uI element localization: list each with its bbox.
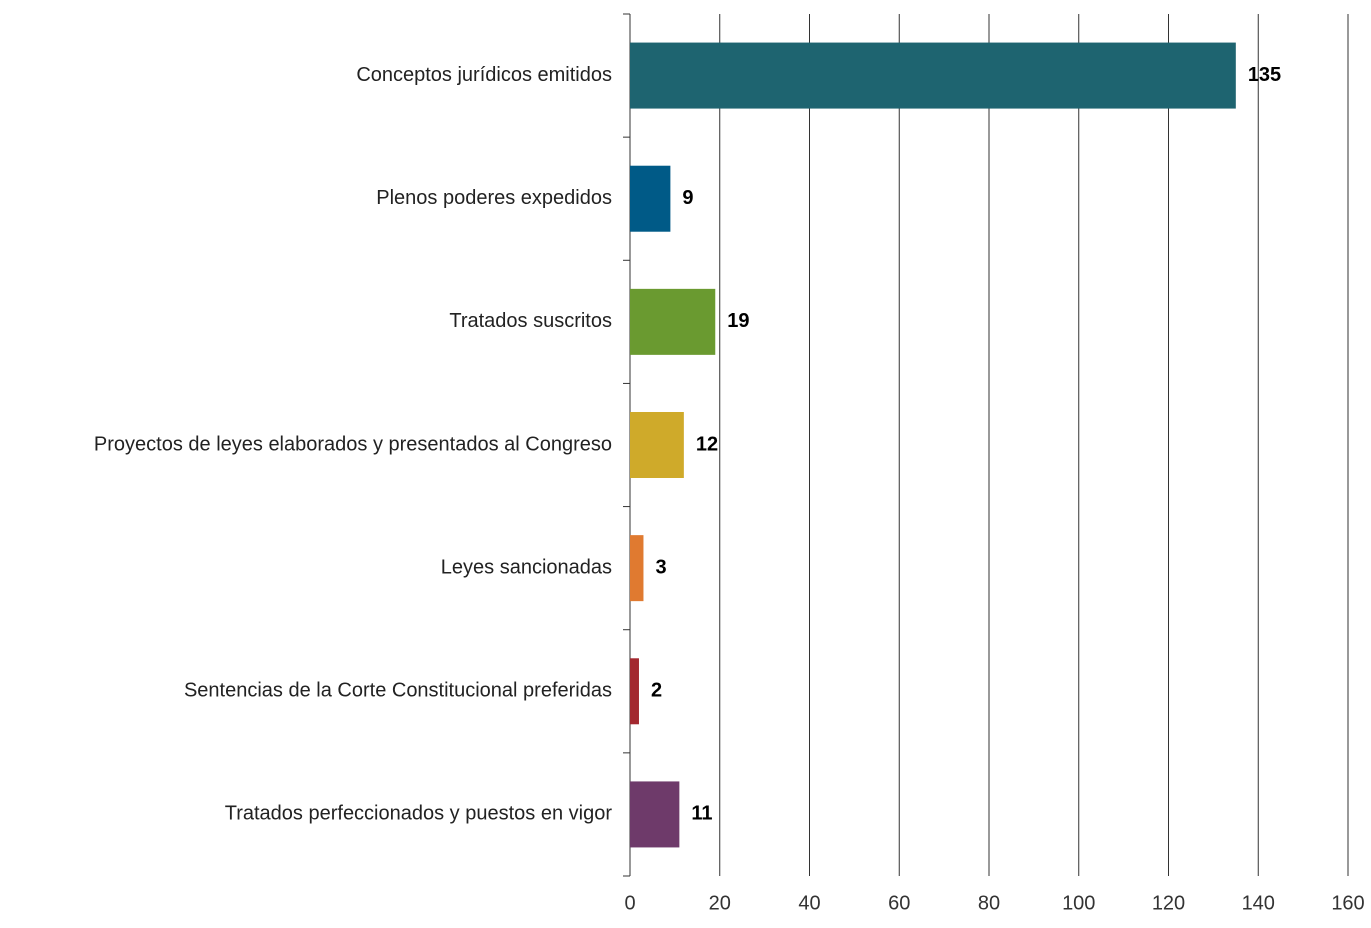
bar <box>630 781 680 848</box>
bar <box>630 658 639 725</box>
data-label: 19 <box>727 310 749 332</box>
y-tick-label: Leyes sancionadas <box>441 556 612 578</box>
bar <box>630 535 644 602</box>
bar <box>630 288 716 355</box>
y-tick-label: Sentencias de la Corte Constitucional pr… <box>184 680 612 702</box>
bar <box>630 42 1236 109</box>
x-tick-label: 160 <box>1331 892 1364 914</box>
data-label: 3 <box>655 556 666 578</box>
x-tick-label: 60 <box>888 892 910 914</box>
x-tick-label: 120 <box>1152 892 1185 914</box>
x-tick-label: 40 <box>798 892 820 914</box>
data-label: 9 <box>682 187 693 209</box>
x-tick-label: 80 <box>978 892 1000 914</box>
y-tick-label: Tratados perfeccionados y puestos en vig… <box>225 803 613 825</box>
x-tick-label: 20 <box>709 892 731 914</box>
y-tick-label: Plenos poderes expedidos <box>376 187 612 209</box>
y-tick-label: Tratados suscritos <box>449 310 612 332</box>
data-label: 135 <box>1248 64 1281 86</box>
y-tick-label: Proyectos de leyes elaborados y presenta… <box>94 433 612 455</box>
x-tick-label: 0 <box>624 892 635 914</box>
x-tick-label: 140 <box>1242 892 1275 914</box>
data-label: 12 <box>696 433 718 455</box>
y-tick-label: Conceptos jurídicos emitidos <box>356 64 612 86</box>
x-tick-label: 100 <box>1062 892 1095 914</box>
data-label: 11 <box>691 803 712 825</box>
bar <box>630 412 684 478</box>
data-label: 2 <box>651 680 662 702</box>
bar <box>630 165 671 232</box>
